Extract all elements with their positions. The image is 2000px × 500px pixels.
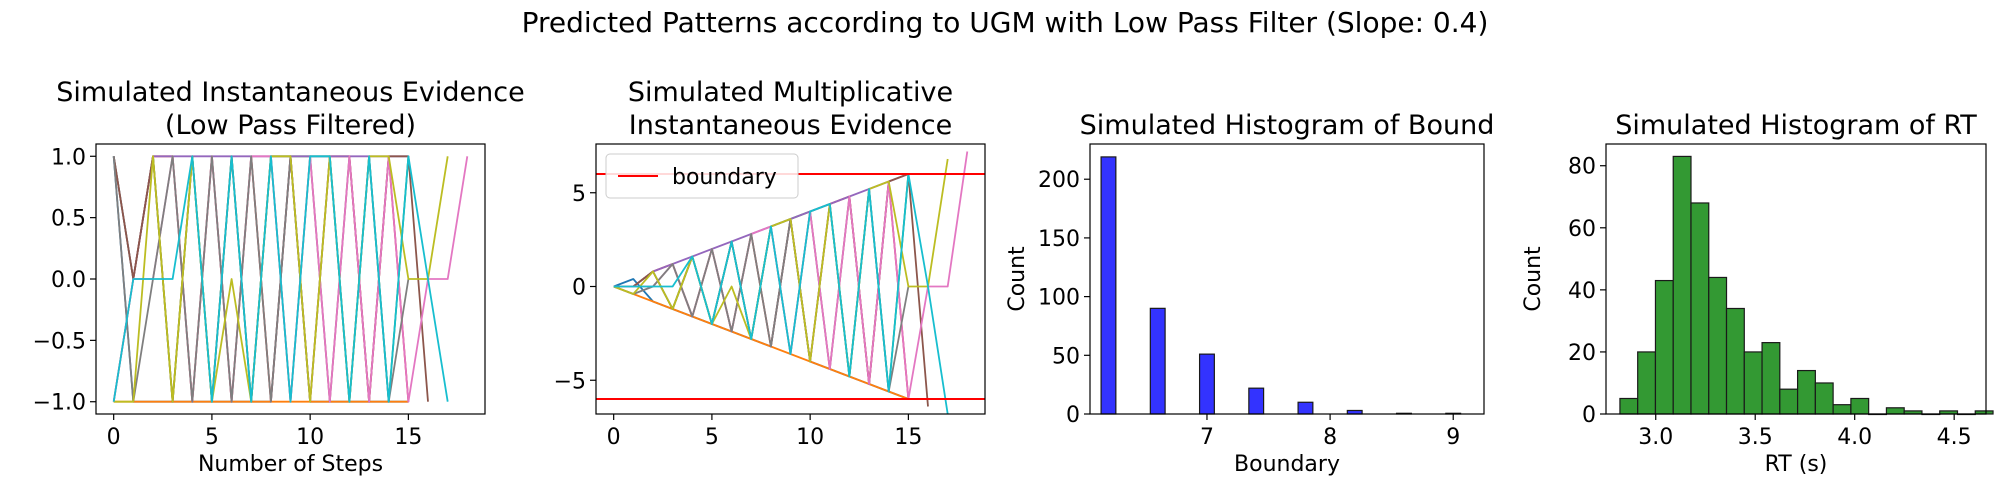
y-tick-label: 80 — [1568, 155, 1596, 180]
axes-frame — [1605, 143, 1987, 415]
histogram-bar — [1654, 279, 1674, 415]
chart-3: 7 8 9 0 50 100 150 200 Simulated Histogram of Bo… — [1005, 110, 1494, 477]
chart-title: Simulated Multiplicative — [628, 77, 953, 108]
series-line — [613, 188, 910, 393]
chart-title: Simulated Histogram of RT — [1615, 110, 1977, 141]
y-tick-label: 20 — [1568, 341, 1596, 366]
chart-1: 0 5 10 15 −1.0 −0.5 0.0 0.5 1.0 Simulated Instant… — [33, 77, 525, 477]
y-axis-label: Count — [1005, 246, 1030, 312]
legend-label: boundary — [672, 165, 777, 190]
series-line — [613, 173, 949, 415]
chart-4: 3.0 3.5 4.0 4.5 0 20 40 60 80 Simulated Histogram… — [1521, 110, 1994, 477]
x-tick-label: 5 — [705, 425, 719, 450]
histogram-bar — [1761, 342, 1781, 415]
y-tick-label: −1.0 — [33, 391, 86, 416]
histogram-bar — [1198, 353, 1215, 415]
histogram-bar — [1619, 397, 1639, 415]
charts-container: 0 5 10 15 −1.0 −0.5 0.0 0.5 1.0 Simulated Instant… — [33, 77, 1994, 477]
x-tick-label: 10 — [796, 425, 824, 450]
histogram-bar — [1100, 156, 1117, 415]
histogram-bar — [1832, 404, 1852, 415]
y-tick-label: 40 — [1568, 279, 1596, 304]
x-tick-label: 8 — [1323, 425, 1337, 450]
histogram-bar — [1690, 202, 1710, 415]
chart-title: (Low Pass Filtered) — [165, 110, 416, 141]
series-line — [613, 285, 909, 400]
histogram-bar — [1885, 407, 1905, 415]
histogram-bar — [1672, 155, 1692, 415]
x-tick-label: 0 — [107, 425, 121, 450]
chart-title: Simulated Instantaneous Evidence — [56, 77, 524, 108]
y-tick-label: 100 — [1038, 286, 1080, 311]
y-tick-label: 200 — [1038, 168, 1080, 193]
x-axis-label: RT (s) — [1765, 452, 1828, 477]
chart-title: Simulated Histogram of Bound — [1080, 110, 1495, 141]
y-tick-label: 5 — [572, 182, 586, 207]
histogram-bar — [1149, 307, 1166, 415]
axes-frame — [595, 143, 986, 415]
y-tick-label: 0 — [1066, 403, 1080, 428]
axes-frame — [1089, 143, 1485, 415]
x-tick-label: 15 — [894, 425, 922, 450]
histogram-bar — [1248, 387, 1265, 415]
y-axis-label: Count — [1521, 246, 1546, 312]
histogram-bar — [1743, 351, 1763, 415]
y-tick-label: −5 — [554, 369, 586, 394]
y-tick-label: −0.5 — [33, 329, 86, 354]
series-line — [113, 155, 449, 403]
y-tick-label: 0.5 — [51, 207, 86, 232]
series-line — [112, 155, 449, 403]
x-tick-label: 3.0 — [1638, 425, 1673, 450]
histogram-bar — [1850, 397, 1870, 415]
y-tick-label: 150 — [1038, 227, 1080, 252]
histogram-bar — [1814, 382, 1834, 415]
x-tick-label: 9 — [1446, 425, 1460, 450]
chart-2: 0 5 10 15 −5 0 5 Simulated MultiplicativeInstan… — [554, 77, 986, 450]
histogram-bar — [1779, 388, 1799, 415]
series-line — [613, 218, 909, 400]
x-tick-label: 10 — [296, 425, 324, 450]
histogram-bar — [1796, 369, 1816, 415]
histogram-bar — [1637, 351, 1657, 415]
y-tick-label: 0.0 — [51, 268, 86, 293]
x-tick-label: 15 — [394, 425, 422, 450]
series-line — [613, 158, 949, 378]
figure-suptitle: Predicted Patterns according to UGM with… — [522, 6, 1489, 39]
y-tick-label: 50 — [1052, 344, 1080, 369]
y-tick-label: 60 — [1568, 217, 1596, 242]
histogram-bar — [1297, 401, 1314, 415]
chart-title: Instantaneous Evidence — [629, 110, 952, 141]
x-axis-label: Number of Steps — [198, 452, 383, 477]
x-tick-label: 0 — [607, 425, 621, 450]
x-axis-label: Boundary — [1234, 452, 1340, 477]
x-tick-label: 3.5 — [1738, 425, 1773, 450]
series-line — [613, 173, 929, 407]
y-tick-label: 0 — [1582, 403, 1596, 428]
histogram-bar — [1708, 276, 1728, 415]
legend-frame — [605, 153, 799, 199]
x-tick-label: 5 — [205, 425, 219, 450]
y-tick-label: 1.0 — [51, 145, 86, 170]
x-tick-label: 7 — [1200, 425, 1214, 450]
legend: boundary — [605, 153, 799, 199]
x-tick-label: 4.0 — [1837, 425, 1872, 450]
y-tick-label: 0 — [572, 276, 586, 301]
x-tick-label: 4.5 — [1937, 425, 1972, 450]
histogram-bar — [1725, 307, 1745, 415]
